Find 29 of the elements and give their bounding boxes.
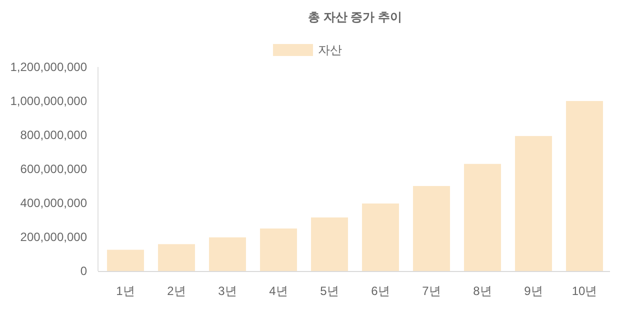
bar	[515, 136, 552, 271]
x-tick-label: 2년	[167, 284, 186, 298]
legend-label: 자산	[318, 43, 342, 57]
x-tick-label: 9년	[524, 284, 543, 298]
y-tick-label: 1,200,000,000	[10, 60, 88, 74]
y-tick-label: 600,000,000	[20, 162, 88, 176]
x-tick-label: 10년	[572, 284, 598, 298]
x-tick-label: 8년	[473, 284, 492, 298]
y-tick-label: 0	[80, 264, 88, 278]
x-tick-label: 3년	[218, 284, 237, 298]
bar	[260, 228, 297, 271]
bar	[209, 237, 246, 271]
y-tick-label: 200,000,000	[20, 230, 88, 244]
x-tick-label: 4년	[269, 284, 288, 298]
bar	[311, 217, 348, 271]
bar	[566, 101, 603, 271]
y-tick-label: 1,000,000,000	[10, 94, 88, 108]
x-tick-label: 5년	[320, 284, 339, 298]
chart-title: 총 자산 증가 추이	[308, 10, 402, 24]
y-tick-label: 800,000,000	[20, 128, 88, 142]
x-tick-label: 7년	[422, 284, 441, 298]
bar	[362, 204, 399, 271]
bar	[413, 186, 450, 271]
bar	[464, 164, 501, 271]
y-tick-label: 400,000,000	[20, 196, 88, 210]
x-tick-label: 1년	[116, 284, 135, 298]
bar	[107, 250, 144, 271]
bar	[158, 244, 195, 271]
x-tick-label: 6년	[371, 284, 390, 298]
